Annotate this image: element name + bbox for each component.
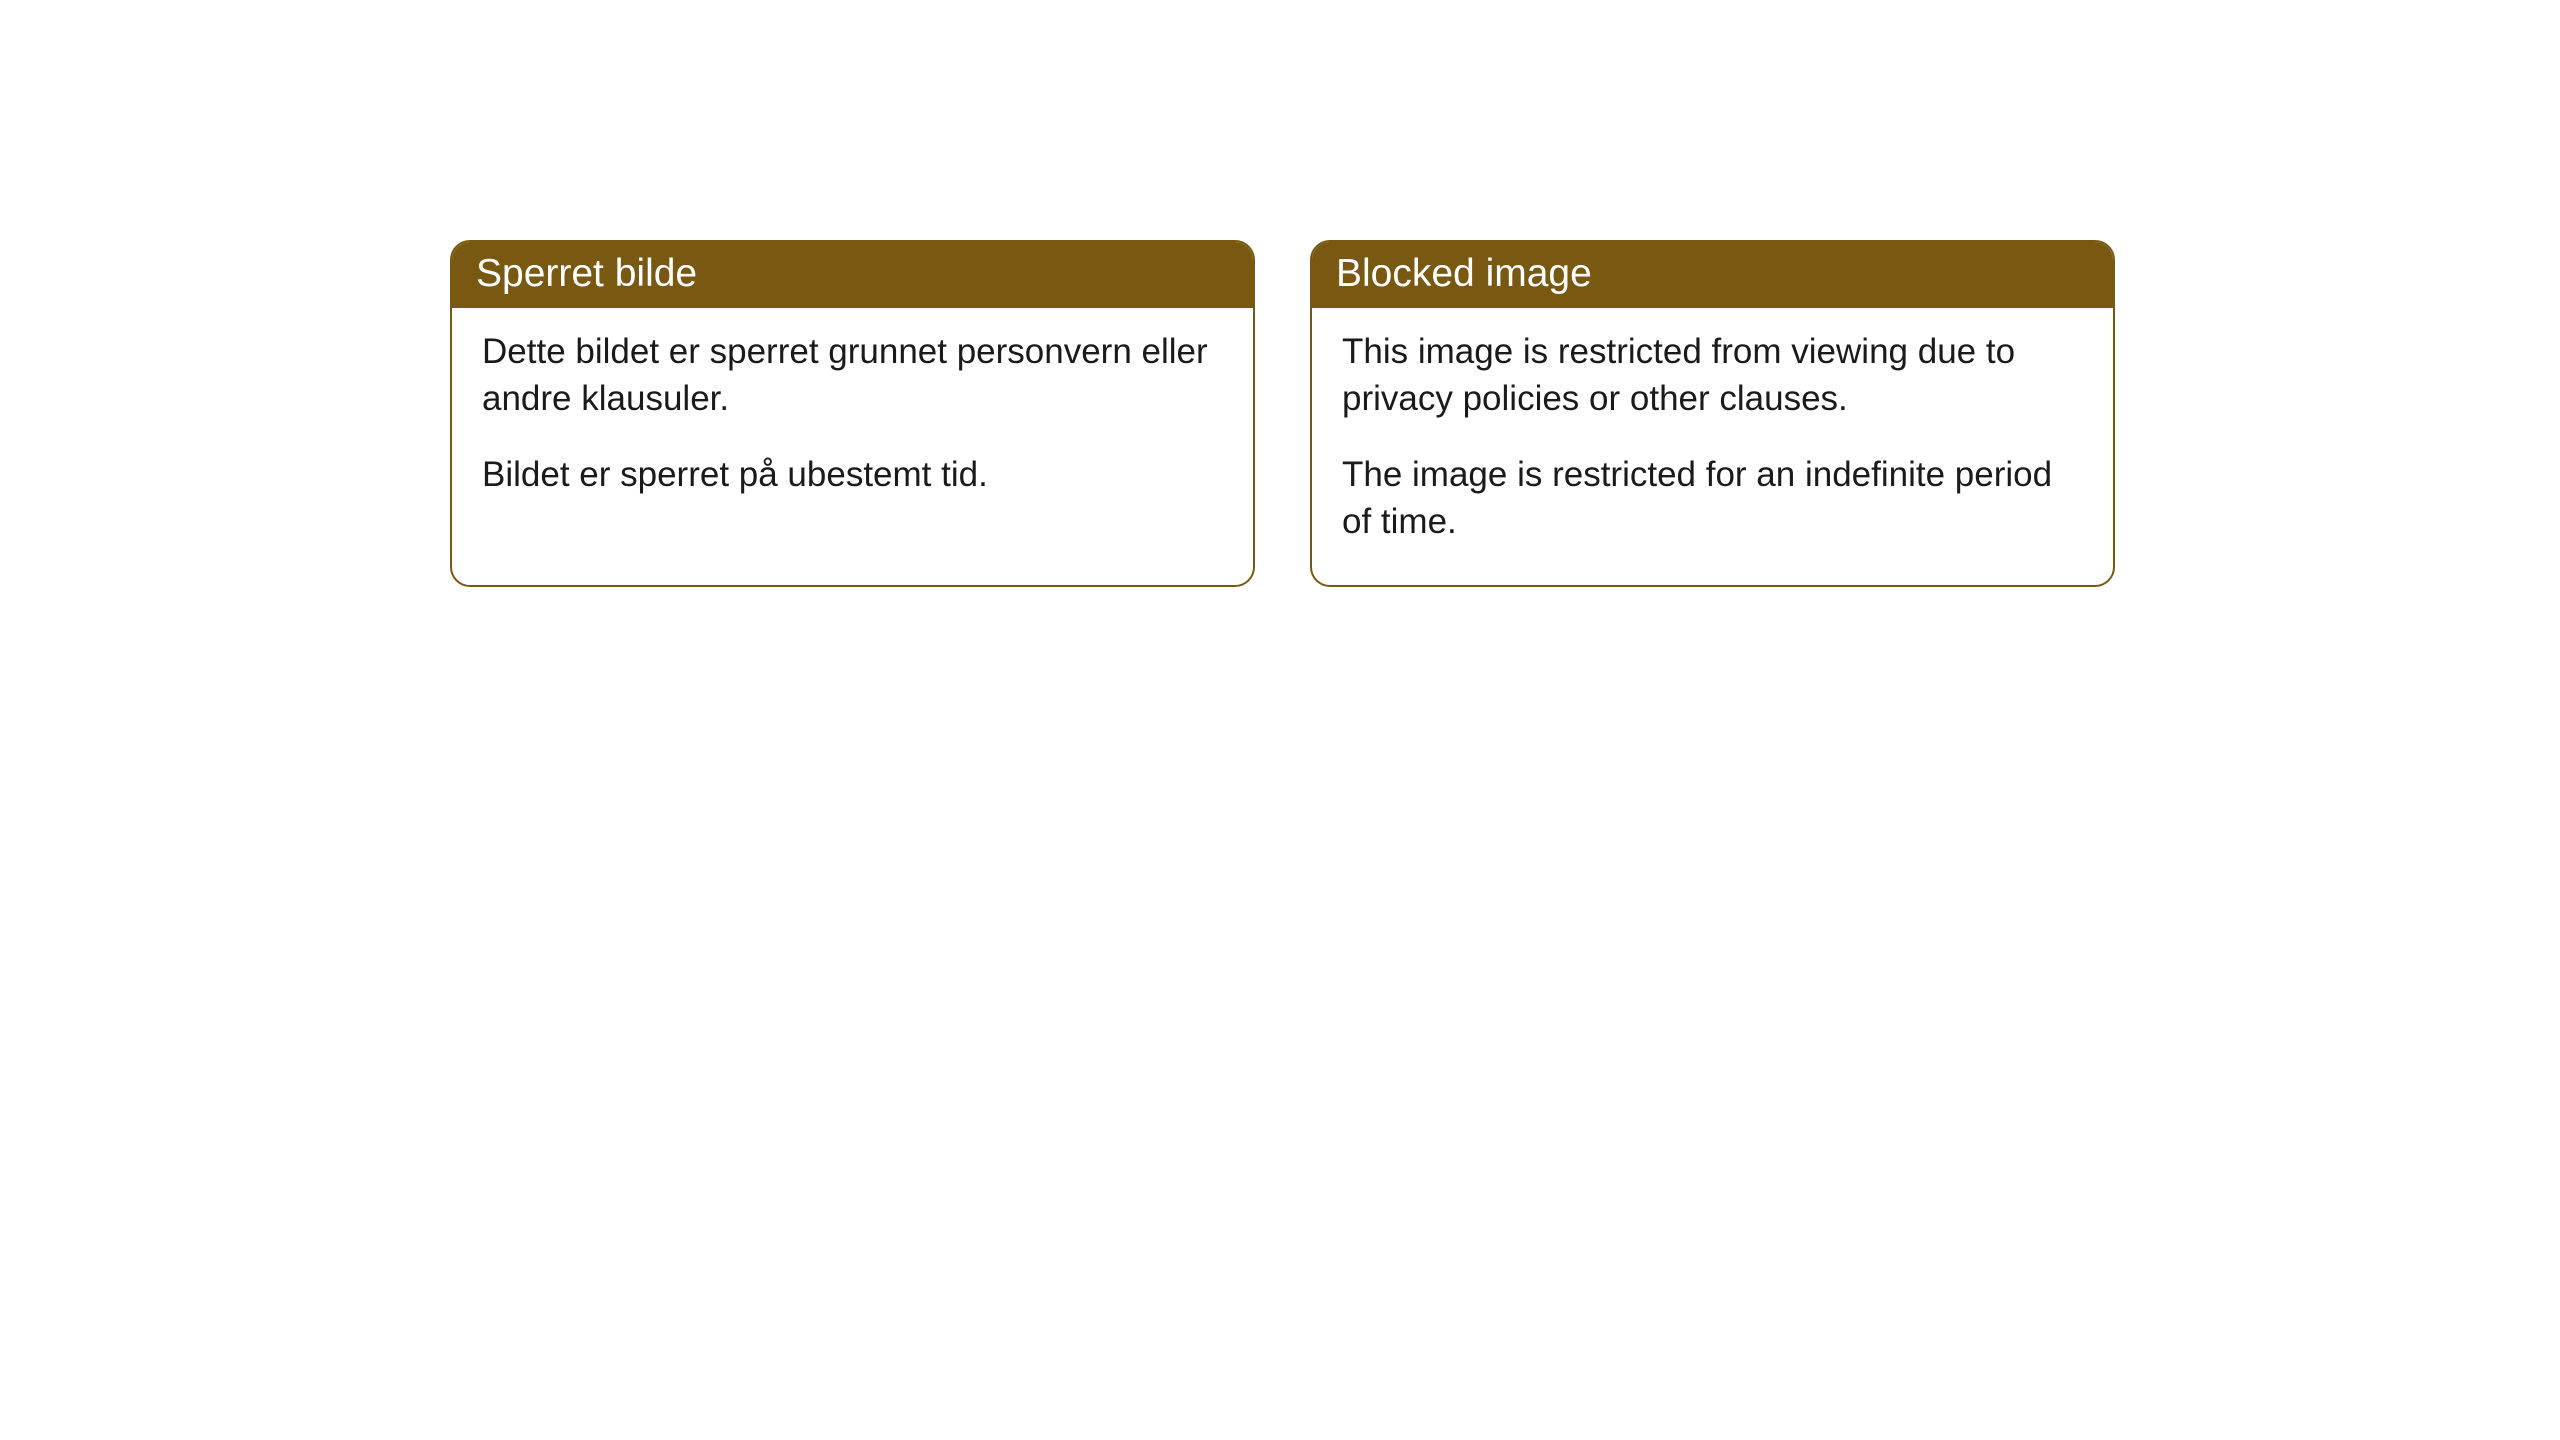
- notice-card-body: Dette bildet er sperret grunnet personve…: [452, 308, 1253, 538]
- notice-cards-container: Sperret bilde Dette bildet er sperret gr…: [0, 0, 2560, 587]
- notice-card-body: This image is restricted from viewing du…: [1312, 308, 2113, 585]
- notice-paragraph: This image is restricted from viewing du…: [1342, 328, 2083, 423]
- notice-card-norwegian: Sperret bilde Dette bildet er sperret gr…: [450, 240, 1255, 587]
- notice-paragraph: Dette bildet er sperret grunnet personve…: [482, 328, 1223, 423]
- notice-card-title: Sperret bilde: [452, 242, 1253, 308]
- notice-paragraph: The image is restricted for an indefinit…: [1342, 451, 2083, 546]
- notice-paragraph: Bildet er sperret på ubestemt tid.: [482, 451, 1223, 498]
- notice-card-english: Blocked image This image is restricted f…: [1310, 240, 2115, 587]
- notice-card-title: Blocked image: [1312, 242, 2113, 308]
